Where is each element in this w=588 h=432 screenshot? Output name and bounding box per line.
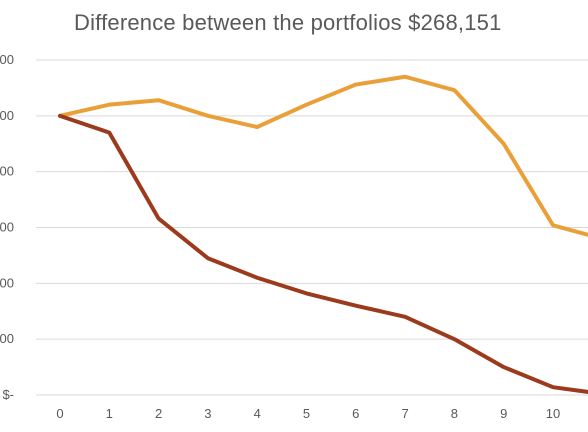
y-tick-label: $- — [2, 387, 14, 402]
x-tick-label: 3 — [204, 406, 211, 421]
x-tick-label: 1 — [106, 406, 113, 421]
x-tick-label: 5 — [303, 406, 310, 421]
y-tick-label: 000 — [0, 220, 14, 235]
series-line-2 — [58, 113, 588, 394]
x-tick-label: 10 — [546, 406, 560, 421]
x-tick-label: 6 — [352, 406, 359, 421]
y-tick-label: 000 — [0, 52, 14, 67]
x-tick-label: 7 — [401, 406, 408, 421]
x-tick-label: 2 — [155, 406, 162, 421]
y-tick-label: 000 — [0, 275, 14, 290]
y-tick-label: 000 — [0, 164, 14, 179]
chart-title: Difference between the portfolios $268,1… — [74, 10, 502, 35]
x-tick-label: 9 — [500, 406, 507, 421]
x-tick-label: 4 — [254, 406, 261, 421]
x-tick-label: 0 — [56, 406, 63, 421]
y-tick-label: 000 — [0, 331, 14, 346]
x-tick-label: 8 — [451, 406, 458, 421]
series-line-1 — [58, 74, 588, 237]
y-tick-label: 000 — [0, 108, 14, 123]
